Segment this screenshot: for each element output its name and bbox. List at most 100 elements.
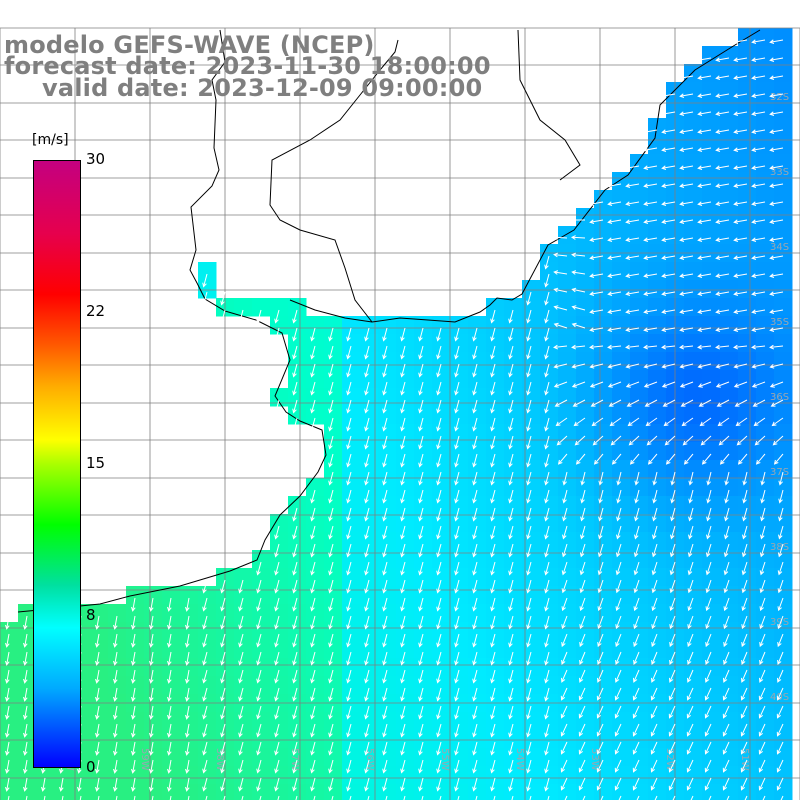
wind-arrow-9 — [679, 75, 694, 80]
wind-cell-119 — [630, 262, 649, 281]
wind-arrow-1081 — [223, 795, 226, 800]
wind-cell-564 — [342, 568, 361, 587]
lat-label-39S: 39S — [770, 617, 789, 628]
wind-cell-160 — [684, 298, 703, 317]
wind-arrow-981 — [5, 759, 10, 774]
wind-arrow-612 — [490, 597, 496, 612]
wind-arrow-227 — [328, 363, 334, 378]
wind-arrow-993 — [220, 759, 226, 774]
wind-cell-343 — [450, 424, 469, 443]
wind-arrow-496 — [724, 525, 730, 540]
wind-arrow-479 — [418, 525, 424, 540]
wind-arrow-441 — [760, 489, 766, 504]
wind-arrow-378 — [575, 453, 586, 465]
wind-cell-976 — [774, 730, 793, 749]
wind-cell-116 — [576, 262, 595, 281]
wind-arrow-433 — [616, 489, 622, 504]
wind-cell-231 — [432, 352, 451, 371]
wind-arrow-116 — [553, 270, 568, 275]
wind-arrow-768 — [131, 669, 136, 684]
wind-arrow-738 — [382, 651, 388, 666]
wind-cell-63 — [594, 190, 613, 209]
wind-cell-1030 — [162, 766, 181, 785]
wind-arrow-562 — [256, 579, 262, 594]
wind-cell-523 — [720, 532, 739, 551]
wind-cell-563 — [324, 568, 343, 587]
wind-cell-796 — [702, 658, 721, 677]
wind-arrow-624 — [705, 597, 712, 612]
wind-arrow-344 — [436, 435, 442, 450]
wind-arrow-252 — [769, 363, 784, 369]
wind-arrow-1012 — [560, 759, 568, 773]
wind-arrow-472 — [292, 525, 298, 540]
wind-cell-586 — [738, 568, 757, 587]
wind-cell-382 — [684, 442, 703, 461]
wind-cell-1007 — [540, 748, 559, 767]
wind-cell-20 — [774, 82, 793, 101]
wind-cell-393 — [414, 460, 433, 479]
wind-arrow-406 — [616, 471, 622, 486]
wind-arrow-393 — [382, 471, 388, 486]
wind-arrow-234 — [454, 363, 460, 378]
wind-cell-394 — [432, 460, 451, 479]
wind-cell-366 — [396, 442, 415, 461]
wind-arrow-805 — [5, 687, 10, 702]
wind-cell-214 — [630, 334, 649, 353]
wind-arrow-553 — [687, 561, 694, 576]
wind-arrow-91 — [625, 237, 640, 242]
wind-cell-1025 — [72, 766, 91, 785]
wind-arrow-790 — [526, 669, 532, 684]
wind-arrow-775 — [256, 669, 262, 684]
wind-cell-81 — [702, 208, 721, 227]
wind-cell-1041 — [360, 766, 379, 785]
wind-cell-536 — [414, 550, 433, 569]
wind-cell-455 — [540, 496, 559, 515]
wind-arrow-839 — [614, 687, 622, 701]
wind-cell-26 — [756, 100, 775, 119]
wind-arrow-666 — [669, 615, 676, 630]
wind-cell-422 — [450, 478, 469, 497]
wind-cell-490 — [648, 514, 667, 533]
wind-cell-94 — [702, 226, 721, 245]
wind-arrow-1021 — [722, 759, 730, 773]
wind-cell-229 — [396, 352, 415, 371]
wind-arrow-558 — [777, 561, 784, 576]
wind-cell-776 — [342, 658, 361, 677]
wind-cell-387 — [774, 442, 793, 461]
wind-cell-7 — [774, 46, 793, 65]
wind-arrow-223 — [751, 344, 766, 350]
wind-cell-807 — [108, 676, 127, 695]
wind-cell-493 — [702, 514, 721, 533]
wind-cell-726 — [234, 640, 253, 659]
wind-cell-155 — [594, 298, 613, 317]
wind-cell-1039 — [324, 766, 343, 785]
wind-arrow-1099 — [547, 795, 550, 800]
wind-arrow-114 — [202, 273, 208, 288]
wind-arrow-437 — [688, 489, 694, 504]
wind-cell-344 — [468, 424, 487, 443]
title-valid-date: valid date: 2023-12-09 09:00:00 — [42, 74, 483, 102]
wind-arrow-713 — [723, 633, 730, 648]
wind-arrow-610 — [454, 597, 460, 612]
wind-cell-293 — [522, 388, 541, 407]
wind-cell-126 — [756, 262, 775, 281]
wind-arrow-733 — [292, 651, 298, 666]
wind-cell-770 — [234, 658, 253, 677]
wind-arrow-938 — [23, 741, 28, 756]
wind-arrow-804 — [777, 669, 784, 683]
wind-cell-156 — [612, 298, 631, 317]
wind-arrow-287 — [382, 399, 388, 414]
wind-cell-800 — [774, 658, 793, 677]
wind-arrow-471 — [274, 525, 280, 540]
wind-cell-219 — [720, 334, 739, 353]
wind-arrow-1098 — [529, 795, 532, 800]
wind-cell-1046 — [450, 766, 469, 785]
wind-arrow-745 — [508, 651, 514, 666]
wind-arrow-905 — [220, 723, 226, 738]
wind-cell-519 — [648, 532, 667, 551]
wind-arrow-972 — [632, 741, 640, 755]
wind-cell-330 — [684, 406, 703, 425]
wind-arrow-514 — [526, 543, 532, 558]
wind-cell-537 — [432, 550, 451, 569]
wind-arrow-591 — [777, 579, 784, 594]
